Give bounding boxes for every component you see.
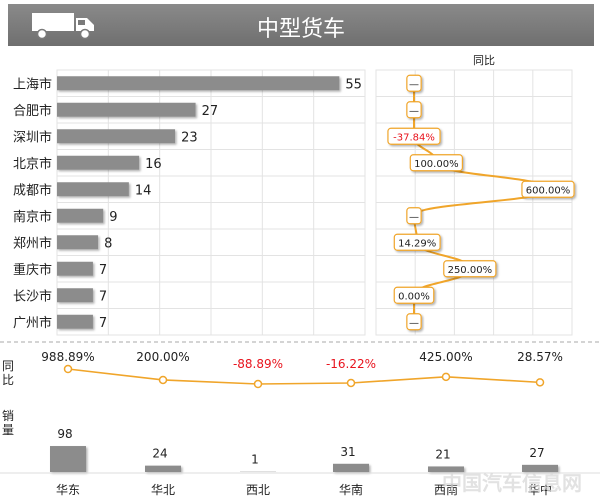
- region-yoy-point: [535, 378, 545, 387]
- page-title: 中型货车: [256, 17, 345, 42]
- yoy-point-marker: [387, 127, 441, 145]
- region-sales-value: 27: [529, 446, 544, 460]
- region-sales-value: 21: [435, 447, 450, 461]
- yoy-point-marker: [521, 180, 575, 198]
- yoy-data-label: 100.00%: [414, 159, 459, 170]
- region-category-label: 华北: [151, 483, 175, 497]
- bar: [57, 208, 104, 223]
- yoy-point-marker: [393, 233, 441, 251]
- region-sales-value: 31: [340, 445, 355, 459]
- region-yoy-line: [67, 368, 541, 385]
- header-bar: 中型货车: [8, 4, 594, 46]
- bar-value-label: 8: [104, 236, 112, 251]
- yoy-point-marker: [406, 207, 422, 225]
- region-category-label: 华南: [339, 482, 363, 497]
- region-yoy-point: [63, 364, 73, 374]
- bar-value-label: 7: [99, 316, 107, 331]
- region-category-label: 西北: [246, 483, 270, 497]
- bar: [57, 182, 129, 197]
- yoy-point-marker: [443, 260, 497, 278]
- region-yoy-point: [158, 375, 168, 385]
- yoy-data-label: —: [409, 318, 419, 329]
- bar: [57, 314, 93, 329]
- city-label: 合肥市: [13, 103, 52, 119]
- sales-axis-label: 销: [2, 409, 14, 423]
- truck-icon: [32, 13, 94, 40]
- city-label: 郑州市: [13, 235, 52, 251]
- bar-value-label: 7: [99, 263, 107, 278]
- bar: [57, 288, 93, 303]
- region-yoy-label: 988.89%: [41, 350, 94, 364]
- yoy-data-label: 14.29%: [398, 238, 436, 249]
- bar-value-label: 55: [345, 77, 362, 92]
- city-label: 成都市: [13, 182, 52, 198]
- bar-value-label: 16: [145, 157, 162, 172]
- city-label: 南京市: [13, 209, 52, 225]
- region-sales-bar: [522, 464, 558, 472]
- yoy-axis-label: 比: [2, 373, 14, 387]
- sales-axis-label: 量: [2, 423, 14, 437]
- bar: [57, 235, 99, 250]
- region-sales-bar: [145, 465, 181, 472]
- bar-value-label: 14: [135, 183, 152, 198]
- bar-value-label: 9: [109, 210, 117, 225]
- region-sales-value: 24: [152, 447, 167, 461]
- city-label: 长沙市: [13, 288, 52, 304]
- region-category-label: 华东: [56, 483, 80, 497]
- yoy-point-marker: [409, 154, 463, 172]
- watermark-text: 中国汽车信息网: [442, 471, 582, 495]
- region-yoy-label: 425.00%: [419, 350, 472, 364]
- region-yoy-point: [346, 378, 356, 388]
- bar: [57, 261, 93, 276]
- yoy-point-marker: [406, 101, 422, 119]
- bar: [57, 76, 340, 91]
- bar: [57, 155, 140, 170]
- region-sales-bar: [428, 466, 464, 472]
- yoy-data-label: -37.84%: [393, 132, 435, 143]
- city-label: 北京市: [13, 156, 52, 172]
- region-yoy-label: -16.22%: [326, 357, 376, 371]
- yoy-data-label: 250.00%: [448, 265, 493, 276]
- region-sales-value: 1: [251, 453, 259, 467]
- region-category-label: 华中: [528, 482, 552, 497]
- region-yoy-point: [441, 372, 451, 382]
- bar: [57, 102, 196, 117]
- city-label: 深圳市: [13, 129, 52, 145]
- yoy-point-marker: [393, 286, 435, 304]
- region-sales-bar: [50, 446, 86, 472]
- yoy-chart-title: 同比: [473, 54, 495, 67]
- yoy-data-label: 600.00%: [526, 185, 571, 196]
- region-yoy-label: 28.57%: [517, 350, 563, 364]
- yoy-point-marker: [406, 74, 422, 92]
- yoy-data-label: 0.00%: [398, 291, 430, 302]
- region-yoy-point: [253, 379, 263, 389]
- bar-value-label: 23: [181, 130, 198, 145]
- region-category-label: 西南: [434, 482, 458, 497]
- bar-value-label: 7: [99, 289, 107, 304]
- yoy-point-marker: [406, 313, 422, 331]
- bar: [57, 129, 176, 144]
- region-yoy-label: -88.89%: [233, 357, 283, 371]
- yoy-data-label: —: [409, 106, 419, 117]
- yoy-data-label: —: [409, 79, 419, 90]
- city-label: 重庆市: [13, 262, 52, 278]
- region-sales-value: 98: [57, 427, 72, 441]
- yoy-data-label: —: [409, 212, 419, 223]
- region-yoy-label: 200.00%: [136, 350, 189, 364]
- city-label: 上海市: [13, 76, 52, 92]
- city-label: 广州市: [13, 315, 52, 331]
- yoy-axis-label: 同: [2, 359, 14, 373]
- bar-value-label: 27: [202, 104, 219, 119]
- region-sales-bar: [333, 463, 369, 472]
